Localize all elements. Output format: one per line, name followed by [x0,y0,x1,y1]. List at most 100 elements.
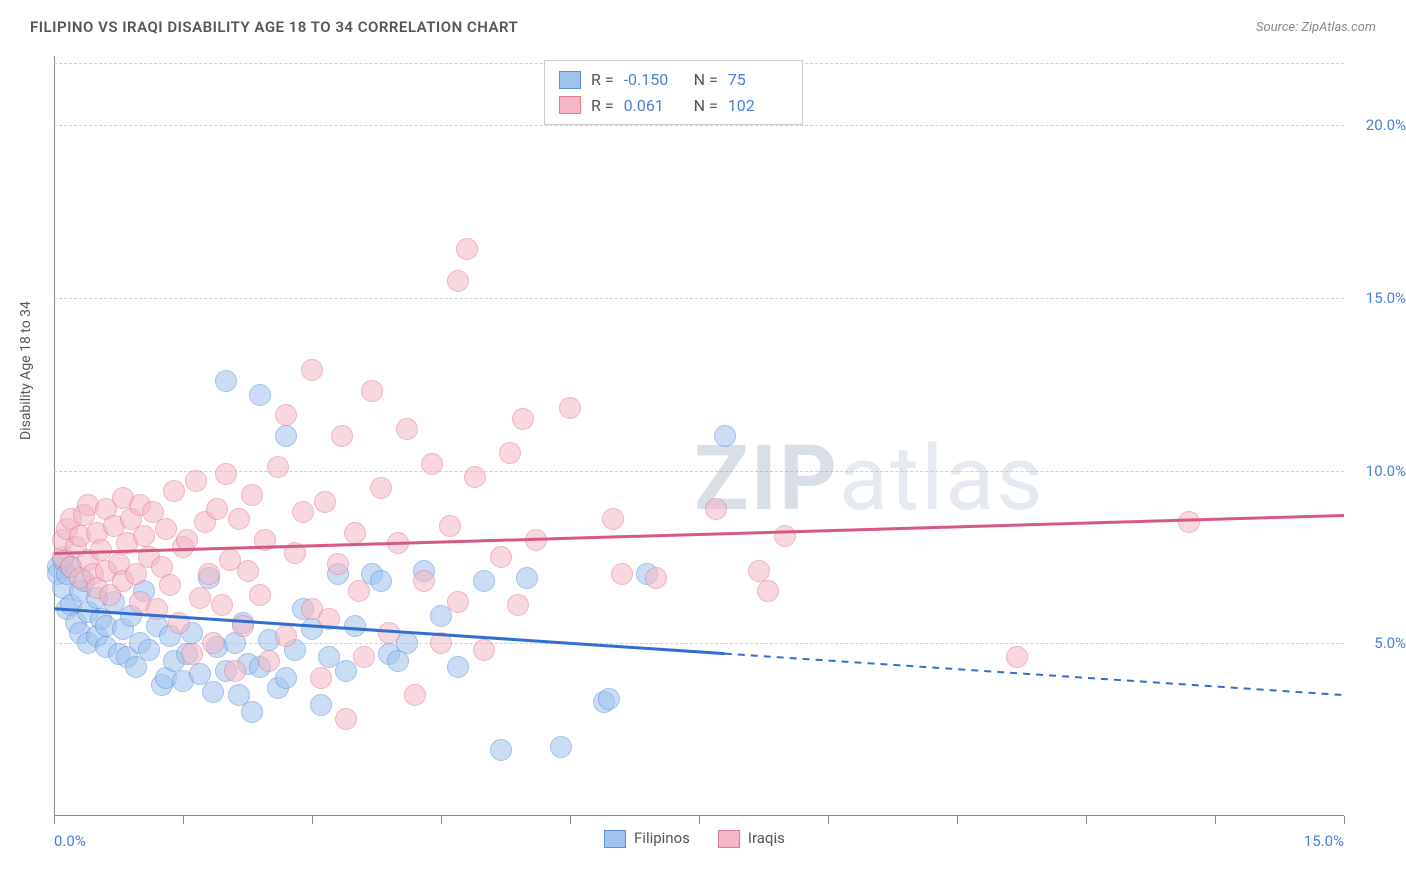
scatter-point [748,560,770,582]
scatter-point [331,425,353,447]
x-tick [570,816,571,824]
scatter-point [310,667,332,689]
scatter-point [314,491,336,513]
gridline [54,471,1344,472]
scatter-point [241,484,263,506]
scatter-point [1178,511,1200,533]
x-tick [957,816,958,824]
legend-n-value: 75 [728,67,788,93]
legend-row: R =0.061N =102 [559,93,788,119]
plot-region: 5.0%10.0%15.0%20.0%0.0%15.0%ZIPatlasR =-… [54,56,1344,846]
legend-swatch [559,96,581,114]
scatter-point [254,529,276,551]
scatter-point [215,370,237,392]
scatter-point [473,639,495,661]
legend-r-label: R = [591,93,614,119]
y-tick-label: 10.0% [1366,462,1406,480]
scatter-point [525,529,547,551]
scatter-point [232,615,254,637]
scatter-point [292,501,314,523]
scatter-point [550,736,572,758]
x-tick [1215,816,1216,824]
x-tick [54,816,55,824]
scatter-point [181,643,203,665]
scatter-point [275,425,297,447]
legend-n-label: N = [694,93,718,119]
scatter-point [275,625,297,647]
scatter-point [413,570,435,592]
scatter-point [224,660,246,682]
scatter-point [185,470,207,492]
scatter-point [176,529,198,551]
scatter-point [430,632,452,654]
scatter-point [318,608,340,630]
scatter-point [249,584,271,606]
scatter-point [241,701,263,723]
scatter-point [490,546,512,568]
scatter-point [499,442,521,464]
scatter-point [159,574,181,596]
scatter-point [275,667,297,689]
x-tick [1086,816,1087,824]
x-tick [699,816,700,824]
scatter-point [490,739,512,761]
scatter-point [757,580,779,602]
chart-area: 5.0%10.0%15.0%20.0%0.0%15.0%ZIPatlasR =-… [54,56,1344,846]
legend-r-label: R = [591,67,614,93]
scatter-point [404,684,426,706]
scatter-point [168,612,190,634]
scatter-point [456,238,478,260]
x-tick [828,816,829,824]
x-tick [183,816,184,824]
y-tick-label: 5.0% [1374,634,1406,652]
scatter-point [464,466,486,488]
x-tick [1344,816,1345,824]
scatter-point [344,522,366,544]
scatter-point [310,694,332,716]
scatter-point [447,591,469,613]
scatter-point [370,570,392,592]
scatter-point [228,508,250,530]
scatter-point [447,270,469,292]
gridline [54,298,1344,299]
scatter-point [602,508,624,530]
scatter-point [512,408,534,430]
scatter-point [421,453,443,475]
x-tick-label: 0.0% [54,832,86,850]
scatter-point [361,380,383,402]
scatter-point [370,477,392,499]
scatter-point [202,681,224,703]
legend-correlation: R =-0.150N =75R =0.061N =102 [544,60,803,125]
scatter-point [774,525,796,547]
chart-title: FILIPINO VS IRAQI DISABILITY AGE 18 TO 3… [30,18,518,36]
scatter-point [645,567,667,589]
y-axis-line [54,56,55,816]
legend-r-value: 0.061 [624,93,684,119]
legend-r-value: -0.150 [624,67,684,93]
scatter-point [378,622,400,644]
scatter-point [202,632,224,654]
y-tick-label: 15.0% [1366,289,1406,307]
scatter-point [327,553,349,575]
scatter-point [155,518,177,540]
scatter-point [284,542,306,564]
scatter-point [133,525,155,547]
gridline [54,125,1344,126]
scatter-point [348,580,370,602]
legend-swatch [604,830,626,848]
y-tick-label: 20.0% [1366,116,1406,134]
legend-label: Iraqis [748,829,785,847]
legend-item: Iraqis [718,829,785,848]
legend-item: Filipinos [604,829,690,848]
scatter-point [211,594,233,616]
y-axis-label: Disability Age 18 to 34 [18,301,34,440]
scatter-point [387,532,409,554]
watermark: ZIPatlas [694,426,1045,531]
scatter-point [473,570,495,592]
legend-series: Filipinos Iraqis [604,829,785,848]
x-tick [312,816,313,824]
scatter-point [146,598,168,620]
scatter-point [206,498,228,520]
x-tick-label: 15.0% [1304,832,1344,850]
scatter-point [163,480,185,502]
